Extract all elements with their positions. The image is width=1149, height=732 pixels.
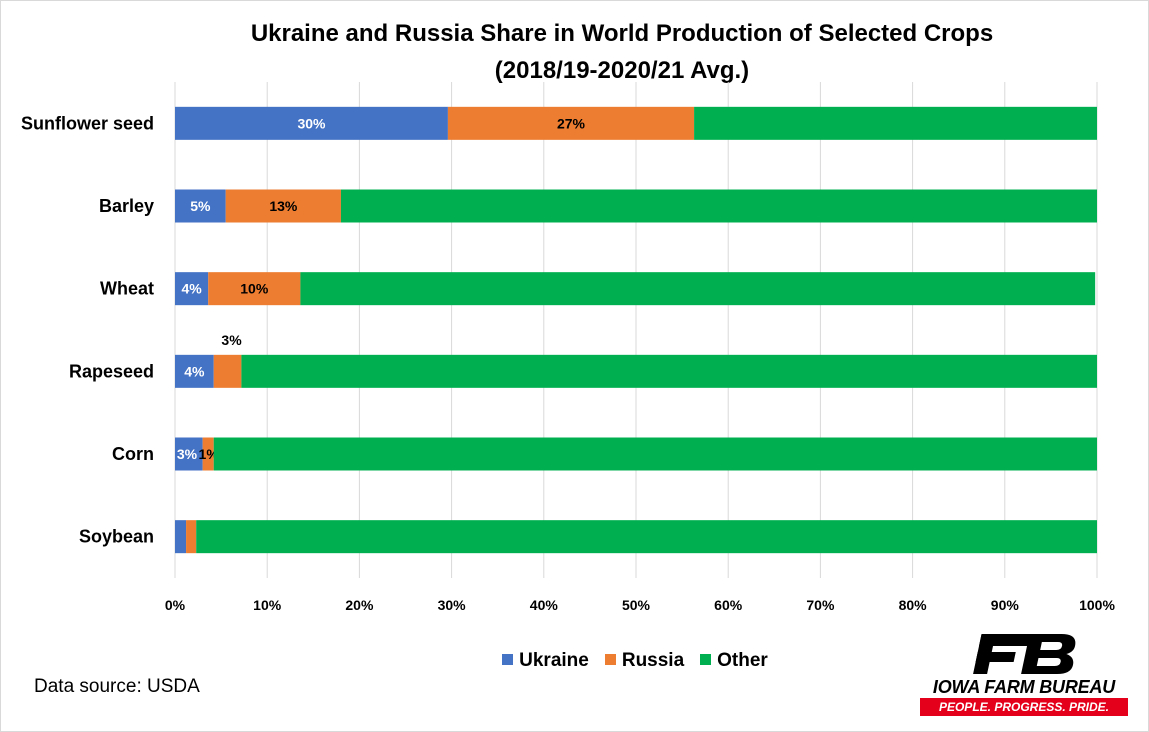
category-label: Corn — [112, 444, 154, 464]
data-label: 13% — [269, 198, 298, 214]
legend-label: Other — [717, 650, 768, 671]
data-source-note: Data source: USDA — [34, 676, 200, 697]
legend-item: Other — [700, 650, 768, 672]
bar-other-rapeseed — [241, 354, 1097, 388]
legend: Ukraine Russia Other — [0, 650, 1149, 672]
bar-russia-wheat — [208, 272, 301, 306]
bar-ukraine-barley — [175, 189, 226, 223]
data-label: 10% — [240, 281, 269, 297]
category-label: Rapeseed — [69, 361, 154, 381]
bar-other-wheat — [300, 272, 1096, 306]
legend-label: Russia — [621, 650, 685, 671]
x-tick-label: 20% — [345, 597, 374, 613]
data-label: 4% — [181, 281, 202, 297]
bar-russia-sunflower-seed — [447, 106, 695, 140]
category-label: Wheat — [100, 279, 154, 299]
x-tick-label: 40% — [530, 597, 559, 613]
legend-swatch — [502, 654, 514, 665]
x-tick-label: 60% — [714, 597, 743, 613]
bar-russia-corn — [202, 437, 214, 471]
bar-other-sunflower-seed — [694, 106, 1097, 140]
data-label: 3% — [221, 332, 242, 348]
x-tick-label: 100% — [1079, 597, 1115, 613]
stacked-bar-chart: 0% 10% 20% 30% 40% 50% 60% 70% 80% 90% 100% Sunflow… — [21, 82, 1115, 613]
data-label: 5% — [190, 198, 211, 214]
bar-other-soybean — [196, 520, 1097, 554]
chart-title: Ukraine and Russia Share in World Produc… — [250, 20, 994, 47]
category-label: Sunflower seed — [21, 113, 154, 133]
legend-label: Ukraine — [519, 650, 589, 671]
bar-other-corn — [213, 437, 1097, 471]
legend-item: Ukraine — [502, 650, 589, 672]
logo-name: IOWA FARM BUREAU — [932, 677, 1116, 697]
x-tick-label: 90% — [991, 597, 1020, 613]
x-tick-label: 70% — [806, 597, 835, 613]
x-tick-label: 80% — [899, 597, 928, 613]
bar-ukraine-corn — [175, 437, 203, 471]
bar-russia-barley — [225, 189, 341, 223]
iowa-farm-bureau-logo: IOWA FARM BUREAU PEOPLE. PROGRESS. PRIDE… — [918, 630, 1130, 718]
data-label: 3% — [177, 446, 198, 462]
bar-russia-soybean — [186, 520, 197, 554]
logo-tagline: PEOPLE. PROGRESS. PRIDE. — [920, 698, 1128, 716]
legend-swatch — [700, 654, 712, 665]
data-label: 27% — [557, 115, 586, 131]
x-tick-label: 50% — [622, 597, 651, 613]
x-tick-label: 30% — [438, 597, 467, 613]
legend-swatch — [604, 654, 616, 665]
category-label: Barley — [99, 196, 154, 216]
bar-ukraine-soybean — [175, 520, 187, 554]
data-label: 4% — [184, 363, 205, 379]
bar-ukraine-sunflower-seed — [175, 106, 448, 140]
bar-russia-rapeseed — [213, 354, 242, 388]
category-label: Soybean — [79, 527, 154, 547]
legend-item: Russia — [604, 650, 685, 672]
fb-logo-mark-icon — [973, 634, 1076, 674]
data-label: 30% — [297, 115, 326, 131]
bar-ukraine-wheat — [175, 272, 209, 306]
bar-ukraine-rapeseed — [175, 354, 214, 388]
bar-other-barley — [340, 189, 1098, 223]
x-tick-label: 0% — [165, 597, 186, 613]
x-tick-label: 10% — [253, 597, 282, 613]
chart-subtitle: (2018/19-2020/21 Avg.) — [494, 57, 750, 84]
